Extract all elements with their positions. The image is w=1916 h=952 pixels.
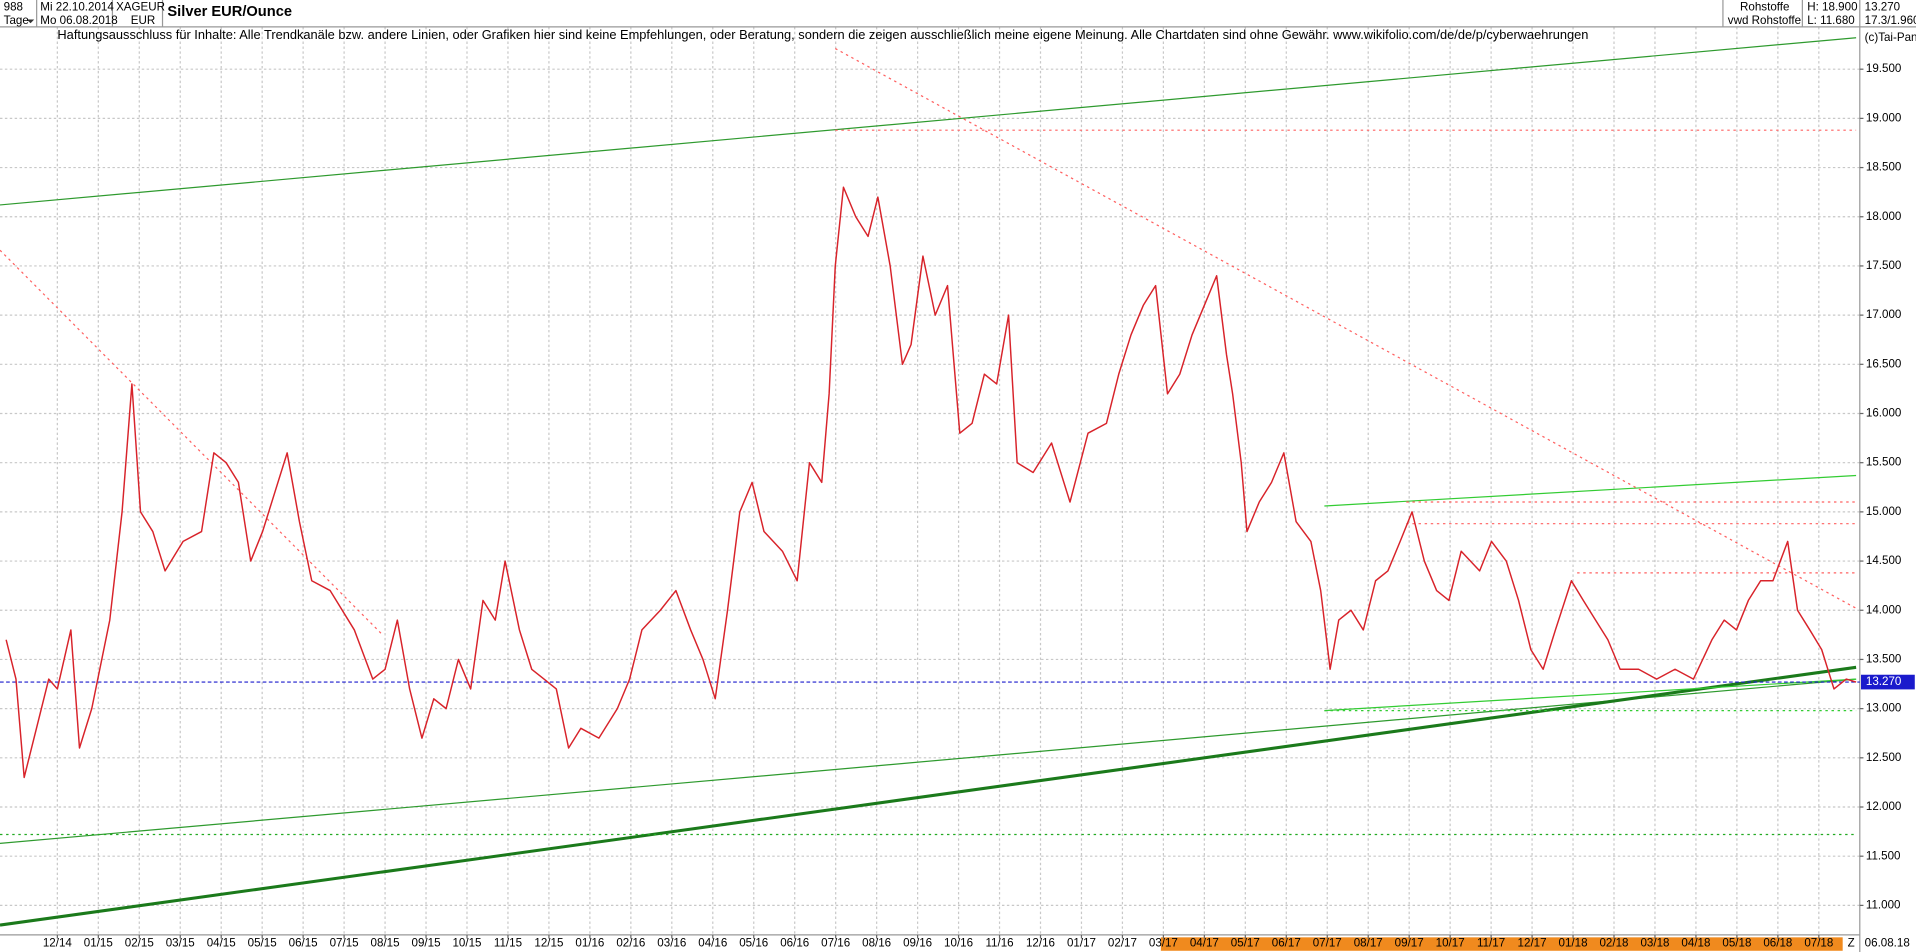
trend-line: [1324, 474, 1857, 507]
x-tick-label: 09/17: [1395, 937, 1424, 950]
y-tick-label: 17.500: [1866, 259, 1901, 272]
x-tick-label: 11/16: [985, 937, 1013, 950]
copyright: (c)Tai-Pan: [1865, 31, 1916, 44]
x-tick-label: 03/18: [1640, 937, 1669, 950]
y-tick-label: 18.500: [1866, 161, 1901, 174]
y-tick-label: 16.500: [1866, 357, 1901, 370]
trend-line: [834, 47, 1857, 609]
x-tick-label: 06/16: [780, 937, 809, 950]
x-tick-label: 08/17: [1354, 937, 1383, 950]
x-tick-label: 02/18: [1599, 937, 1628, 950]
y-tick-label: 14.500: [1866, 554, 1901, 567]
y-tick-label: 16.000: [1866, 407, 1901, 420]
source: vwd Rohstoffe: [1728, 14, 1801, 27]
x-tick-label: 08/16: [862, 937, 891, 950]
x-tick-label: 05/17: [1231, 937, 1260, 950]
period[interactable]: Tage: [4, 14, 29, 27]
last-price: 13.270: [1865, 0, 1900, 13]
x-tick-label: 04/16: [698, 937, 727, 950]
x-tick-label: 02/16: [616, 937, 645, 950]
x-tick-label: 11/15: [494, 937, 522, 950]
x-tick-label: 10/15: [452, 937, 481, 950]
disclaimer: Haftungsausschluss für Inhalte: Alle Tre…: [57, 27, 1588, 42]
x-tick-label: 10/16: [944, 937, 973, 950]
currency: EUR: [131, 14, 155, 27]
x-tick-label: 10/17: [1436, 937, 1465, 950]
x-tick-label: 04/17: [1190, 937, 1219, 950]
chart-title: Silver EUR/Ounce: [167, 4, 292, 20]
y-tick-label: 18.000: [1866, 210, 1901, 223]
range-highlight: [1160, 937, 1843, 951]
grid: [0, 26, 1860, 935]
count: 988: [4, 0, 23, 13]
x-tick-label: 09/15: [412, 937, 441, 950]
date-from: Mi 22.10.2014: [40, 0, 114, 13]
y-tick-label: 19.000: [1866, 111, 1901, 124]
x-tick-label: 02/15: [125, 937, 154, 950]
y-tick-label: 15.500: [1866, 456, 1901, 469]
x-tick-label: 04/18: [1681, 937, 1710, 950]
x-tick-label: 07/18: [1804, 937, 1833, 950]
x-tick-label: 03/15: [166, 937, 195, 950]
x-tick-label: 01/18: [1559, 937, 1588, 950]
x-tick-label: 12/15: [534, 937, 563, 950]
y-tick-label: 11.000: [1866, 898, 1901, 911]
x-tick-label: 12/16: [1026, 937, 1055, 950]
x-tick-label: 01/17: [1067, 937, 1096, 950]
y-tick-label: 15.000: [1866, 505, 1901, 518]
x-tick-label: 01/15: [84, 937, 113, 950]
x-tick-label: 03/17: [1149, 937, 1178, 950]
price-line: [5, 186, 1857, 779]
trend-line: [0, 678, 1857, 845]
trend-line: [0, 249, 384, 636]
x-tick-label: 07/15: [330, 937, 359, 950]
symbol: XAGEUR: [116, 0, 165, 13]
end-date: 06.08.18: [1865, 937, 1910, 950]
current-price-box: [1861, 674, 1915, 690]
y-tick-label: 12.000: [1866, 800, 1901, 813]
trend-line: [1324, 678, 1857, 712]
current-price-label: 13.270: [1866, 675, 1901, 688]
date-to: Mo 06.08.2018: [40, 14, 117, 27]
dropdown-arrow[interactable]: [26, 19, 35, 24]
end-marker: Z: [1848, 937, 1855, 950]
y-tick-label: 14.000: [1866, 603, 1901, 616]
trend-line: [0, 37, 1857, 206]
x-tick-label: 05/15: [248, 937, 277, 950]
group: Rohstoffe: [1740, 0, 1789, 13]
x-tick-label: 01/16: [575, 937, 604, 950]
x-tick-label: 06/15: [289, 937, 318, 950]
y-tick-label: 13.000: [1866, 702, 1901, 715]
x-tick-label: 07/16: [821, 937, 850, 950]
x-tick-label: 06/18: [1763, 937, 1792, 950]
x-tick-label: 02/17: [1108, 937, 1137, 950]
x-tick-label: 07/17: [1313, 937, 1342, 950]
x-tick-label: 12/14: [43, 937, 73, 950]
high: H: 18.900: [1807, 0, 1857, 13]
x-tick-label: 12/17: [1518, 937, 1547, 950]
x-tick-label: 06/17: [1272, 937, 1301, 950]
y-tick-label: 19.500: [1866, 62, 1901, 75]
x-tick-label: 05/16: [739, 937, 768, 950]
y-tick-label: 13.500: [1866, 653, 1901, 666]
x-tick-label: 11/17: [1477, 937, 1505, 950]
y-tick-label: 12.500: [1866, 751, 1901, 764]
x-tick-label: 09/16: [903, 937, 932, 950]
header: [0, 0, 1916, 28]
low: L: 11.680: [1807, 14, 1854, 27]
ratio: 17.3/1.960: [1865, 14, 1916, 27]
x-tick-label: 05/18: [1722, 937, 1751, 950]
x-tick-label: 03/16: [657, 937, 686, 950]
x-tick-label: 08/15: [371, 937, 400, 950]
y-tick-label: 11.500: [1866, 849, 1901, 862]
y-tick-label: 17.000: [1866, 308, 1901, 321]
x-tick-label: 04/15: [207, 937, 236, 950]
